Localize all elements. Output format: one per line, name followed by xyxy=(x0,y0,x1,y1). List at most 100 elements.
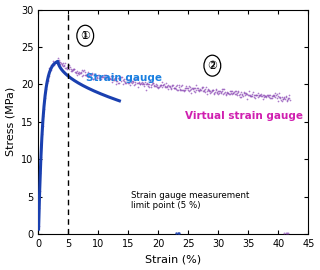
Point xyxy=(107,76,112,81)
Point xyxy=(215,90,220,94)
Point xyxy=(137,82,142,86)
Point xyxy=(48,68,53,73)
Point xyxy=(239,90,244,94)
Point xyxy=(205,88,210,92)
Point xyxy=(171,85,176,90)
Point xyxy=(59,61,64,65)
Point xyxy=(192,89,197,94)
Point xyxy=(101,75,107,79)
Point xyxy=(100,75,105,79)
Point xyxy=(141,84,147,89)
Point xyxy=(57,60,62,65)
Point xyxy=(193,88,198,92)
Point xyxy=(169,87,174,91)
Point xyxy=(148,82,153,87)
Point xyxy=(128,80,133,85)
Point xyxy=(212,90,218,94)
Point xyxy=(101,73,106,78)
Point xyxy=(36,224,41,228)
Point xyxy=(252,93,257,97)
Point xyxy=(91,77,96,81)
Point xyxy=(269,96,275,100)
Point xyxy=(71,67,76,71)
Point xyxy=(218,89,223,93)
Point xyxy=(234,91,239,95)
Point xyxy=(172,86,177,90)
Point xyxy=(85,70,91,74)
Point xyxy=(263,94,268,98)
Point xyxy=(97,75,102,80)
Point xyxy=(129,81,134,85)
Point xyxy=(90,77,95,81)
Point xyxy=(248,93,253,97)
Point xyxy=(96,73,101,77)
Point xyxy=(238,95,243,100)
Point xyxy=(81,72,86,77)
Point xyxy=(43,87,48,91)
Point xyxy=(231,90,236,95)
Point xyxy=(123,80,128,84)
Point xyxy=(54,59,59,63)
Point xyxy=(211,91,216,95)
Point xyxy=(187,89,192,93)
Point xyxy=(65,65,70,69)
Point xyxy=(80,73,85,78)
Point xyxy=(130,79,135,83)
Point xyxy=(58,62,63,66)
Point xyxy=(137,80,142,84)
Point xyxy=(102,73,107,77)
Point xyxy=(169,83,174,87)
Point xyxy=(226,90,231,95)
Point xyxy=(155,86,160,90)
Point xyxy=(86,73,92,77)
Point xyxy=(254,93,260,97)
Point xyxy=(157,84,162,88)
Point xyxy=(277,96,283,100)
Point xyxy=(70,68,75,72)
Point xyxy=(77,70,83,75)
Point xyxy=(221,87,227,92)
Point xyxy=(44,80,50,85)
Point xyxy=(258,94,263,98)
Point xyxy=(99,73,104,78)
Point xyxy=(184,86,189,90)
Point xyxy=(171,83,176,87)
Point xyxy=(194,83,199,87)
Point xyxy=(216,90,221,95)
Point xyxy=(270,92,275,97)
Point xyxy=(160,83,165,87)
Point xyxy=(206,86,211,91)
Point xyxy=(250,94,255,99)
Point xyxy=(72,66,77,71)
Point xyxy=(103,76,108,80)
Point xyxy=(282,94,287,99)
Point xyxy=(189,86,195,90)
Point xyxy=(69,68,74,73)
Point xyxy=(281,96,286,100)
Point xyxy=(79,68,84,73)
Text: 1: 1 xyxy=(82,31,88,41)
Point xyxy=(147,82,152,86)
Point xyxy=(139,82,144,86)
Point xyxy=(72,69,77,74)
Point xyxy=(209,88,214,92)
Point xyxy=(177,87,182,92)
Point xyxy=(163,84,168,89)
Point xyxy=(144,87,149,92)
Point xyxy=(236,90,241,94)
Point xyxy=(253,93,258,97)
Point xyxy=(263,95,268,99)
Point xyxy=(191,89,196,94)
Point xyxy=(245,93,251,97)
Point xyxy=(95,73,100,77)
Point xyxy=(254,93,259,97)
Point xyxy=(251,90,256,94)
Point xyxy=(136,81,141,85)
Point xyxy=(181,88,186,92)
Point xyxy=(126,81,131,85)
Point xyxy=(259,92,264,96)
Point xyxy=(36,205,42,210)
Point xyxy=(218,90,223,94)
Point xyxy=(94,75,100,79)
Point xyxy=(120,78,125,82)
